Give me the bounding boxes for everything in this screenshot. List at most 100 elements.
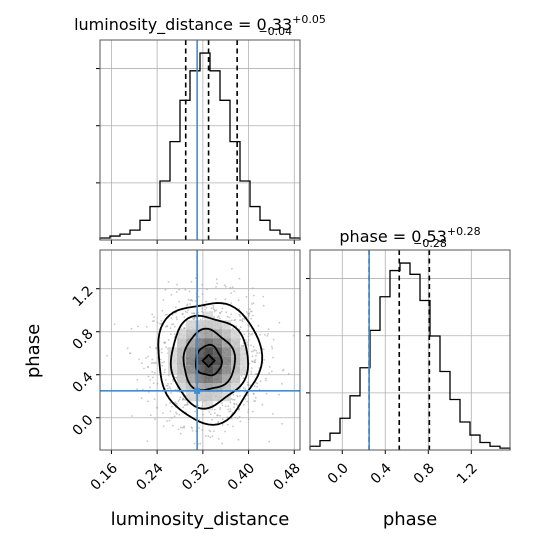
scatter-point [225, 311, 228, 314]
density-cell [195, 383, 205, 393]
scatter-point [169, 410, 172, 413]
scatter-point [249, 384, 252, 387]
scatter-point [151, 371, 154, 373]
scatter-point [239, 319, 242, 322]
scatter-point [227, 405, 230, 408]
scatter-point [281, 369, 284, 372]
scatter-point [141, 362, 143, 364]
scatter-point [233, 319, 236, 322]
scatter-point [224, 430, 226, 433]
scatter-point [214, 309, 216, 312]
scatter-point [212, 305, 215, 307]
scatter-point [209, 413, 212, 415]
scatter-point [183, 327, 186, 329]
density-cell [204, 356, 214, 366]
scatter-point [254, 358, 257, 361]
scatter-point [199, 318, 202, 321]
luminosity-distance-xtick-label-3: 0.40 [225, 460, 258, 493]
scatter-point [238, 308, 241, 310]
scatter-point [184, 310, 187, 313]
scatter-point [149, 379, 152, 381]
scatter-point [235, 325, 238, 327]
scatter-point [152, 361, 155, 364]
scatter-point [201, 429, 204, 431]
scatter-point [171, 424, 174, 427]
phase-ytick-label-2: 0.8 [70, 326, 97, 353]
density-cell [213, 320, 223, 330]
scatter-point [187, 298, 190, 301]
joint-truth-marker [194, 387, 201, 394]
scatter-point [230, 292, 233, 294]
scatter-point [226, 315, 229, 318]
scatter-point [264, 377, 267, 380]
scatter-point [113, 323, 116, 326]
luminosity-distance-xtick-label-0: 0.16 [88, 460, 121, 493]
density-cell [231, 347, 241, 357]
scatter-point [246, 381, 249, 384]
scatter-point [161, 309, 164, 312]
scatter-point [149, 346, 151, 349]
scatter-point [248, 332, 250, 335]
scatter-point [162, 412, 164, 414]
scatter-point [204, 308, 207, 311]
scatter-point [172, 380, 175, 383]
density-cell [231, 374, 241, 384]
density-cell [177, 356, 187, 366]
scatter-point [256, 385, 258, 388]
scatter-point [223, 284, 226, 287]
contour-level-1 [194, 343, 223, 377]
scatter-point [241, 320, 244, 323]
scatter-point [146, 440, 149, 442]
scatter-point [170, 293, 173, 296]
scatter-point [216, 282, 219, 285]
scatter-point [183, 426, 186, 429]
scatter-point [256, 352, 258, 354]
scatter-point [209, 436, 212, 439]
luminosity-distance-marginal-ticks [96, 68, 295, 244]
scatter-point [138, 358, 141, 361]
scatter-point [164, 379, 167, 381]
scatter-point [159, 358, 162, 361]
scatter-point [247, 330, 249, 332]
joint-truth-lines [100, 250, 300, 450]
scatter-point [215, 309, 218, 312]
phase-xtick-label-3: 1.2 [454, 460, 481, 487]
scatter-point [136, 378, 139, 381]
scatter-point [156, 382, 159, 385]
scatter-point [238, 407, 241, 410]
scatter-point [131, 415, 134, 417]
density-cell [222, 347, 232, 357]
scatter-point [178, 300, 181, 303]
density-cell [204, 365, 214, 375]
scatter-point [272, 356, 274, 359]
scatter-point [278, 393, 280, 396]
scatter-point [193, 442, 196, 445]
scatter-point [229, 286, 232, 289]
scatter-point [194, 300, 197, 302]
scatter-point [201, 283, 204, 286]
scatter-point [183, 404, 186, 406]
scatter-point [257, 324, 260, 327]
scatter-point [246, 400, 249, 403]
density-cell [186, 392, 196, 402]
scatter-point [281, 382, 283, 385]
scatter-point [250, 333, 252, 336]
scatter-point [233, 406, 236, 408]
scatter-point [147, 375, 150, 378]
scatter-point [174, 306, 177, 309]
scatter-point [164, 288, 167, 291]
scatter-point [292, 334, 295, 337]
scatter-point [178, 413, 181, 416]
scatter-point [168, 386, 171, 388]
luminosity-distance-marginal-panel: luminosity_distance = 0.33+0.05 −0.04 [74, 13, 326, 244]
scatter-point [149, 414, 152, 417]
scatter-point [268, 372, 271, 374]
density-cell [195, 356, 205, 366]
density-cell [186, 356, 196, 366]
scatter-point [217, 414, 219, 416]
density-cell [213, 374, 223, 384]
density-cell [222, 320, 232, 330]
density-cell [240, 365, 250, 375]
density-cell [204, 320, 214, 330]
